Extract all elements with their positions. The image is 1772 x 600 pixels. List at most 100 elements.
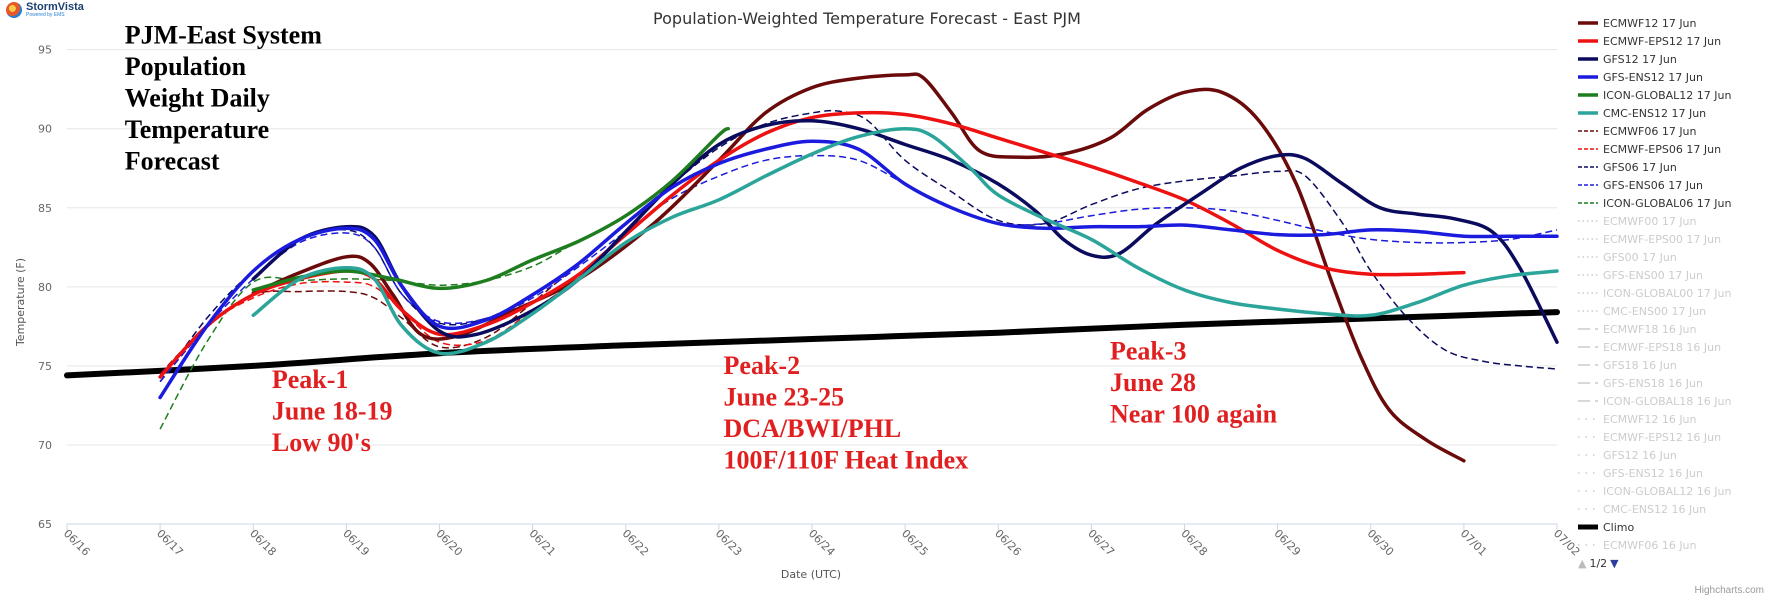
legend-swatch-icon	[1578, 454, 1598, 456]
legend-swatch-icon	[1578, 256, 1598, 258]
x-tick-label: 06/30	[1365, 527, 1397, 559]
annotation-title-block-line: PJM-East System	[125, 20, 322, 49]
series-layer	[64, 72, 1560, 463]
legend-item-ecmwf06-17-jun[interactable]: ECMWF06 17 Jun	[1578, 122, 1768, 140]
annotation-title-block-line: Temperature	[125, 115, 269, 144]
x-tick-label: 06/26	[992, 527, 1024, 559]
annotation-title-block-line: Weight Daily	[125, 83, 270, 112]
series-line-icon-global06-17-jun	[159, 245, 571, 430]
legend-item-ecmwf06-16-jun[interactable]: ECMWF06 16 Jun	[1578, 536, 1768, 554]
legend-swatch-icon	[1578, 93, 1598, 97]
legend-label: ICON-GLOBAL18 16 Jun	[1603, 394, 1732, 408]
legend-item-cmc-ens12-16-jun[interactable]: CMC-ENS12 16 Jun	[1578, 500, 1768, 518]
legend-item-icon-global12-16-jun[interactable]: ICON-GLOBAL12 16 Jun	[1578, 482, 1768, 500]
legend-label: ECMWF06 16 Jun	[1603, 538, 1697, 552]
y-axis-label: Temperature (F)	[14, 258, 27, 347]
legend-label: ECMWF-EPS00 17 Jun	[1603, 232, 1722, 246]
y-tick-label: 95	[38, 44, 52, 57]
series-line-cmc-ens12-17-jun	[251, 126, 1559, 356]
legend-item-ecmwf-eps00-17-jun[interactable]: ECMWF-EPS00 17 Jun	[1578, 230, 1768, 248]
legend-item-ecmwf-eps06-17-jun[interactable]: ECMWF-EPS06 17 Jun	[1578, 140, 1768, 158]
annotation-peak-2-line: June 23-25	[724, 382, 845, 411]
legend-swatch-icon	[1578, 346, 1598, 348]
legend-swatch-icon	[1578, 418, 1598, 420]
legend-swatch-icon	[1578, 328, 1598, 330]
x-tick-label: 06/19	[340, 527, 372, 559]
legend-item-gfs12-17-jun[interactable]: GFS12 17 Jun	[1578, 50, 1768, 68]
legend-swatch-icon	[1578, 544, 1598, 546]
legend-label: GFS-ENS00 17 Jun	[1603, 268, 1703, 282]
logo-sub: Powered by EMS	[26, 12, 65, 18]
logo-text: StormVista	[26, 1, 84, 13]
legend-label: ICON-GLOBAL06 17 Jun	[1603, 196, 1732, 210]
legend-item-gfs-ens18-16-jun[interactable]: GFS-ENS18 16 Jun	[1578, 374, 1768, 392]
legend-item-gfs18-16-jun[interactable]: GFS18 16 Jun	[1578, 356, 1768, 374]
chart-legend: ECMWF12 17 Jun ECMWF-EPS12 17 Jun GFS12 17…	[1578, 14, 1768, 572]
legend-item-gfs00-17-jun[interactable]: GFS00 17 Jun	[1578, 248, 1768, 266]
series-line-icon-global12-17-jun	[251, 126, 730, 292]
y-tick-label: 90	[38, 123, 52, 136]
legend-page-label: 1/2	[1589, 556, 1608, 570]
legend-item-ecmwf12-17-jun[interactable]: ECMWF12 17 Jun	[1578, 14, 1768, 32]
legend-swatch-icon	[1578, 148, 1598, 150]
series-line-gfs-ens12-17-jun	[158, 139, 1559, 400]
legend-label: ICON-GLOBAL12 17 Jun	[1603, 88, 1732, 102]
legend-item-icon-global00-17-jun[interactable]: ICON-GLOBAL00 17 Jun	[1578, 284, 1768, 302]
annotation-peak-1-line: June 18-19	[272, 397, 393, 426]
legend-swatch-icon	[1578, 274, 1598, 276]
y-tick-label: 75	[38, 360, 52, 373]
x-tick-label: 06/20	[433, 527, 465, 559]
legend-item-gfs12-16-jun[interactable]: GFS12 16 Jun	[1578, 446, 1768, 464]
y-tick-label: 80	[38, 281, 52, 294]
highcharts-credit[interactable]: Highcharts.com	[1694, 585, 1764, 596]
stormvista-logo[interactable]: StormVista Powered by EMS	[6, 2, 84, 18]
legend-swatch-icon	[1578, 75, 1598, 79]
legend-pager: ▲ 1/2 ▼	[1578, 554, 1768, 572]
legend-label: GFS-ENS12 16 Jun	[1603, 466, 1703, 480]
legend-item-ecmwf-eps12-17-jun[interactable]: ECMWF-EPS12 17 Jun	[1578, 32, 1768, 50]
x-tick-label: 07/01	[1458, 527, 1490, 559]
annotation-peak-2-line: DCA/BWI/PHL	[724, 414, 902, 443]
legend-label: ICON-GLOBAL12 16 Jun	[1603, 484, 1732, 498]
legend-swatch-icon	[1578, 202, 1598, 204]
x-tick-label: 06/23	[713, 527, 745, 559]
legend-item-icon-global12-17-jun[interactable]: ICON-GLOBAL12 17 Jun	[1578, 86, 1768, 104]
legend-item-climo[interactable]: Climo	[1578, 518, 1768, 536]
x-tick-label: 06/28	[1178, 527, 1210, 559]
legend-label: GFS12 17 Jun	[1603, 52, 1677, 66]
legend-swatch-icon	[1578, 130, 1598, 132]
legend-item-ecmwf12-16-jun[interactable]: ECMWF12 16 Jun	[1578, 410, 1768, 428]
grid-lines	[67, 49, 1557, 525]
legend-item-ecmwf-eps12-16-jun[interactable]: ECMWF-EPS12 16 Jun	[1578, 428, 1768, 446]
legend-label: ECMWF-EPS12 17 Jun	[1603, 34, 1722, 48]
chart-title: Population-Weighted Temperature Forecast…	[653, 9, 1081, 28]
legend-item-icon-global06-17-jun[interactable]: ICON-GLOBAL06 17 Jun	[1578, 194, 1768, 212]
legend-item-ecmwf-eps18-16-jun[interactable]: ECMWF-EPS18 16 Jun	[1578, 338, 1768, 356]
legend-label: ECMWF-EPS12 16 Jun	[1603, 430, 1722, 444]
legend-item-gfs-ens06-17-jun[interactable]: GFS-ENS06 17 Jun	[1578, 176, 1768, 194]
legend-swatch-icon	[1578, 400, 1598, 402]
legend-item-gfs-ens12-16-jun[interactable]: GFS-ENS12 16 Jun	[1578, 464, 1768, 482]
legend-item-gfs06-17-jun[interactable]: GFS06 17 Jun	[1578, 158, 1768, 176]
legend-label: ECMWF06 17 Jun	[1603, 124, 1697, 138]
stormvista-logo-icon	[6, 2, 22, 18]
annotation-peak-1-line: Low 90's	[272, 428, 371, 457]
legend-item-gfs-ens00-17-jun[interactable]: GFS-ENS00 17 Jun	[1578, 266, 1768, 284]
legend-item-ecmwf18-16-jun[interactable]: ECMWF18 16 Jun	[1578, 320, 1768, 338]
x-tick-label: 06/29	[1272, 527, 1304, 559]
legend-item-icon-global18-16-jun[interactable]: ICON-GLOBAL18 16 Jun	[1578, 392, 1768, 410]
legend-item-cmc-ens00-17-jun[interactable]: CMC-ENS00 17 Jun	[1578, 302, 1768, 320]
legend-swatch-icon	[1578, 310, 1598, 312]
annotation-peak-3-line: Peak-3	[1110, 337, 1187, 366]
legend-label: GFS-ENS18 16 Jun	[1603, 376, 1703, 390]
legend-page-down-icon[interactable]: ▼	[1610, 556, 1619, 570]
legend-item-ecmwf00-17-jun[interactable]: ECMWF00 17 Jun	[1578, 212, 1768, 230]
legend-label: ECMWF12 17 Jun	[1603, 16, 1697, 30]
legend-item-cmc-ens12-17-jun[interactable]: CMC-ENS12 17 Jun	[1578, 104, 1768, 122]
legend-label: GFS12 16 Jun	[1603, 448, 1677, 462]
x-axis-label: Date (UTC)	[781, 568, 841, 581]
legend-label: GFS-ENS12 17 Jun	[1603, 70, 1703, 84]
legend-item-gfs-ens12-17-jun[interactable]: GFS-ENS12 17 Jun	[1578, 68, 1768, 86]
legend-page-up-icon[interactable]: ▲	[1578, 556, 1587, 570]
